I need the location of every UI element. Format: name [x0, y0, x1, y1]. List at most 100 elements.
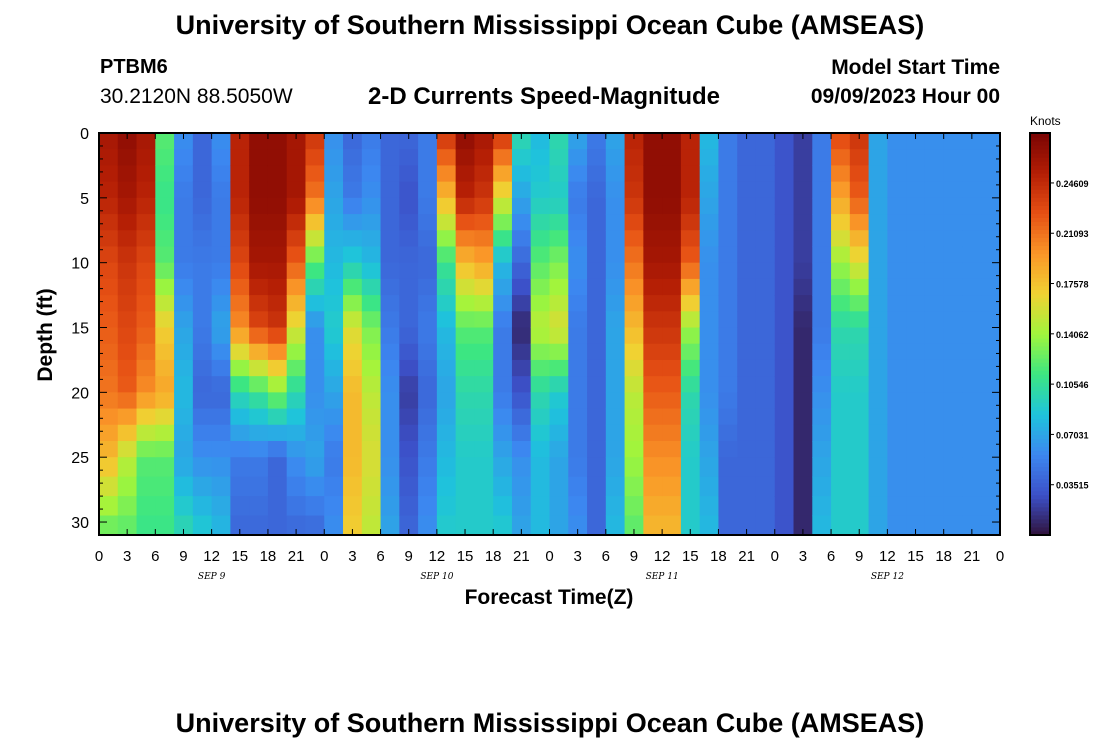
heatmap-cell [812, 376, 832, 393]
heatmap-cell [380, 311, 400, 329]
heatmap-cell [286, 476, 307, 497]
heatmap-cell [981, 457, 1001, 478]
heatmap-cell [192, 230, 213, 248]
heatmap-cell [962, 295, 982, 312]
colorbar-swatch [1030, 181, 1050, 186]
heatmap-cell [755, 311, 776, 329]
heatmap-cell [436, 343, 457, 361]
heatmap-cell [380, 246, 400, 264]
heatmap-cell [136, 311, 156, 329]
heatmap-cell [755, 408, 776, 426]
heatmap-cell [361, 214, 382, 231]
heatmap-cell [343, 197, 363, 215]
heatmap-cell [643, 440, 663, 458]
heatmap-cell [962, 278, 982, 296]
heatmap-cell [117, 392, 138, 410]
heatmap-cell [924, 343, 945, 361]
colorbar-swatch [1030, 273, 1050, 279]
heatmap-cell [474, 496, 494, 517]
heatmap-cell [662, 197, 682, 215]
heatmap-cell [924, 408, 945, 426]
heatmap-cell [849, 214, 870, 231]
heatmap-cell [361, 343, 382, 361]
colorbar-swatch [1030, 257, 1050, 263]
heatmap-cell [99, 262, 119, 280]
heatmap-cell [981, 181, 1001, 199]
heatmap-cell [962, 149, 982, 167]
y-tick-label: 20 [71, 385, 89, 402]
heatmap-cell [99, 359, 119, 377]
heatmap-cell [286, 133, 307, 150]
colorbar-tick-label: 0.21093 [1056, 229, 1089, 239]
heatmap-cell [662, 359, 682, 377]
heatmap-cell [286, 343, 307, 361]
heatmap-cell [174, 214, 194, 231]
heatmap-cell [380, 149, 400, 167]
heatmap-cell [755, 457, 776, 478]
colorbar-swatch [1030, 458, 1050, 464]
heatmap-cell [474, 262, 494, 280]
heatmap-cell [249, 496, 269, 517]
heatmap-cell [136, 392, 156, 410]
heatmap-cell [962, 408, 982, 426]
heatmap-cell [662, 278, 682, 296]
heatmap-cell [436, 392, 457, 410]
heatmap-cell [549, 343, 569, 361]
heatmap-cell [99, 133, 119, 150]
heatmap-cell [868, 408, 888, 426]
colorbar-swatch [1030, 305, 1050, 311]
x-tick-label: 21 [513, 548, 530, 565]
x-tick-label: 12 [654, 548, 671, 565]
heatmap-cell [737, 440, 757, 458]
heatmap-cell [192, 376, 213, 393]
heatmap-cell [511, 496, 532, 517]
heatmap-cell [624, 278, 644, 296]
heatmap-cell [136, 408, 156, 426]
heatmap-cell [605, 476, 626, 497]
y-tick-label: 30 [71, 515, 89, 532]
heatmap-cell [267, 392, 288, 410]
heatmap-cell [117, 165, 138, 183]
colorbar-swatch [1030, 249, 1050, 255]
heatmap-cell [305, 496, 325, 517]
heatmap-cell [868, 440, 888, 458]
heatmap-cell [943, 133, 964, 150]
heatmap-cell [737, 278, 757, 296]
heatmap-cell [230, 392, 250, 410]
heatmap-cell [906, 496, 926, 517]
x-tick-label: 18 [260, 548, 277, 565]
heatmap-cell [380, 457, 400, 478]
x-tick-label: 12 [203, 548, 220, 565]
colorbar-swatch [1030, 354, 1050, 359]
heatmap-cell [174, 515, 194, 536]
heatmap-cell [962, 165, 982, 183]
heatmap-cell [831, 327, 851, 345]
heatmap-cell [343, 214, 363, 231]
heatmap-cell [906, 359, 926, 377]
heatmap-cell [831, 424, 851, 442]
heatmap-cell [286, 230, 307, 248]
heatmap-cell [662, 149, 682, 167]
heatmap-cell [117, 343, 138, 361]
heatmap-cell [699, 327, 720, 345]
heatmap-cell [286, 457, 307, 478]
heatmap-cell [324, 311, 344, 329]
heatmap-cell [511, 149, 532, 167]
heatmap-cell [418, 133, 438, 150]
heatmap-cell [511, 295, 532, 312]
heatmap-cell [718, 149, 738, 167]
heatmap-cell [737, 181, 757, 199]
colorbar-swatch [1030, 225, 1050, 230]
heatmap-cell [624, 181, 644, 199]
heatmap-cell [436, 440, 457, 458]
heatmap-cell [286, 327, 307, 345]
heatmap-cell [755, 181, 776, 199]
heatmap-cell [568, 408, 588, 426]
heatmap-cell [887, 515, 907, 536]
heatmap-cell [418, 327, 438, 345]
heatmap-cell [249, 424, 269, 442]
colorbar-swatch [1030, 193, 1050, 198]
heatmap-cell [136, 476, 156, 497]
heatmap-cell [662, 424, 682, 442]
heatmap-cell [812, 278, 832, 296]
